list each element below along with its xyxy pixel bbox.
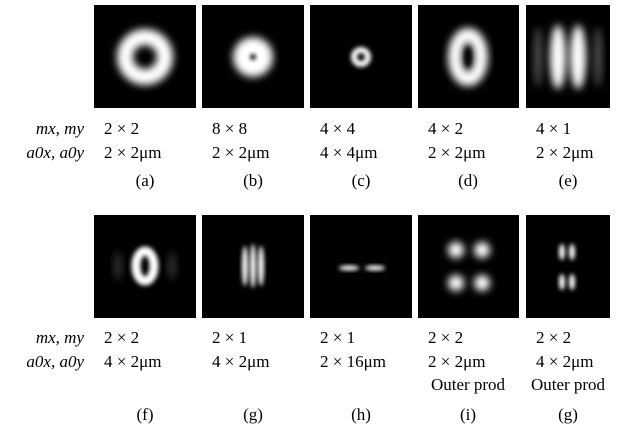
panel-caption: (h) bbox=[351, 405, 371, 425]
panel-m: 4 × 2 bbox=[428, 119, 463, 139]
row-label: a0x, a0y bbox=[0, 352, 84, 372]
panel-m: 4 × 4 bbox=[320, 119, 355, 139]
panel-m: 2 × 2 bbox=[104, 119, 139, 139]
panel-caption: (a) bbox=[136, 171, 155, 191]
panel-caption: (f) bbox=[137, 405, 154, 425]
panel-caption: (i) bbox=[460, 405, 476, 425]
panel-m: 2 × 1 bbox=[212, 328, 247, 348]
panel-a: 2 × 16μm bbox=[320, 352, 386, 372]
panel-image-d bbox=[418, 5, 519, 108]
panel-caption: (d) bbox=[458, 171, 478, 191]
panel-m: 8 × 8 bbox=[212, 119, 247, 139]
panel-image-a bbox=[94, 5, 196, 108]
panel-a: 4 × 2μm bbox=[536, 352, 593, 372]
panel-caption: (b) bbox=[243, 171, 263, 191]
row-label: a0x, a0y bbox=[0, 143, 84, 163]
panel-caption: (g) bbox=[558, 405, 578, 425]
panel-image-f bbox=[94, 215, 196, 318]
panel-image-g bbox=[202, 215, 304, 318]
panel-caption: (g) bbox=[243, 405, 263, 425]
panel-m: 2 × 1 bbox=[320, 328, 355, 348]
panel-a: 2 × 2μm bbox=[428, 352, 485, 372]
panel-image-g2 bbox=[526, 215, 610, 318]
figure: mx, my a0x, a0y mx, my a0x, a0y 2 × 2 2 ×… bbox=[0, 0, 633, 429]
panel-m: 2 × 2 bbox=[536, 328, 571, 348]
panel-a: 2 × 2μm bbox=[104, 143, 161, 163]
panel-note: Outer prod bbox=[531, 375, 605, 395]
panel-image-c bbox=[310, 5, 412, 108]
row-label: mx, my bbox=[0, 328, 84, 348]
panel-a: 4 × 4μm bbox=[320, 143, 377, 163]
panel-a: 4 × 2μm bbox=[104, 352, 161, 372]
panel-a: 2 × 2μm bbox=[536, 143, 593, 163]
panel-image-i bbox=[418, 215, 519, 318]
panel-image-b bbox=[202, 5, 304, 108]
panel-image-h bbox=[310, 215, 412, 318]
panel-caption: (e) bbox=[559, 171, 578, 191]
panel-a: 4 × 2μm bbox=[212, 352, 269, 372]
panel-m: 2 × 2 bbox=[104, 328, 139, 348]
panel-caption: (c) bbox=[352, 171, 371, 191]
panel-m: 2 × 2 bbox=[428, 328, 463, 348]
panel-image-e bbox=[526, 5, 610, 108]
row-label: mx, my bbox=[0, 119, 84, 139]
panel-a: 2 × 2μm bbox=[428, 143, 485, 163]
panel-note: Outer prod bbox=[431, 375, 505, 395]
panel-a: 2 × 2μm bbox=[212, 143, 269, 163]
panel-m: 4 × 1 bbox=[536, 119, 571, 139]
